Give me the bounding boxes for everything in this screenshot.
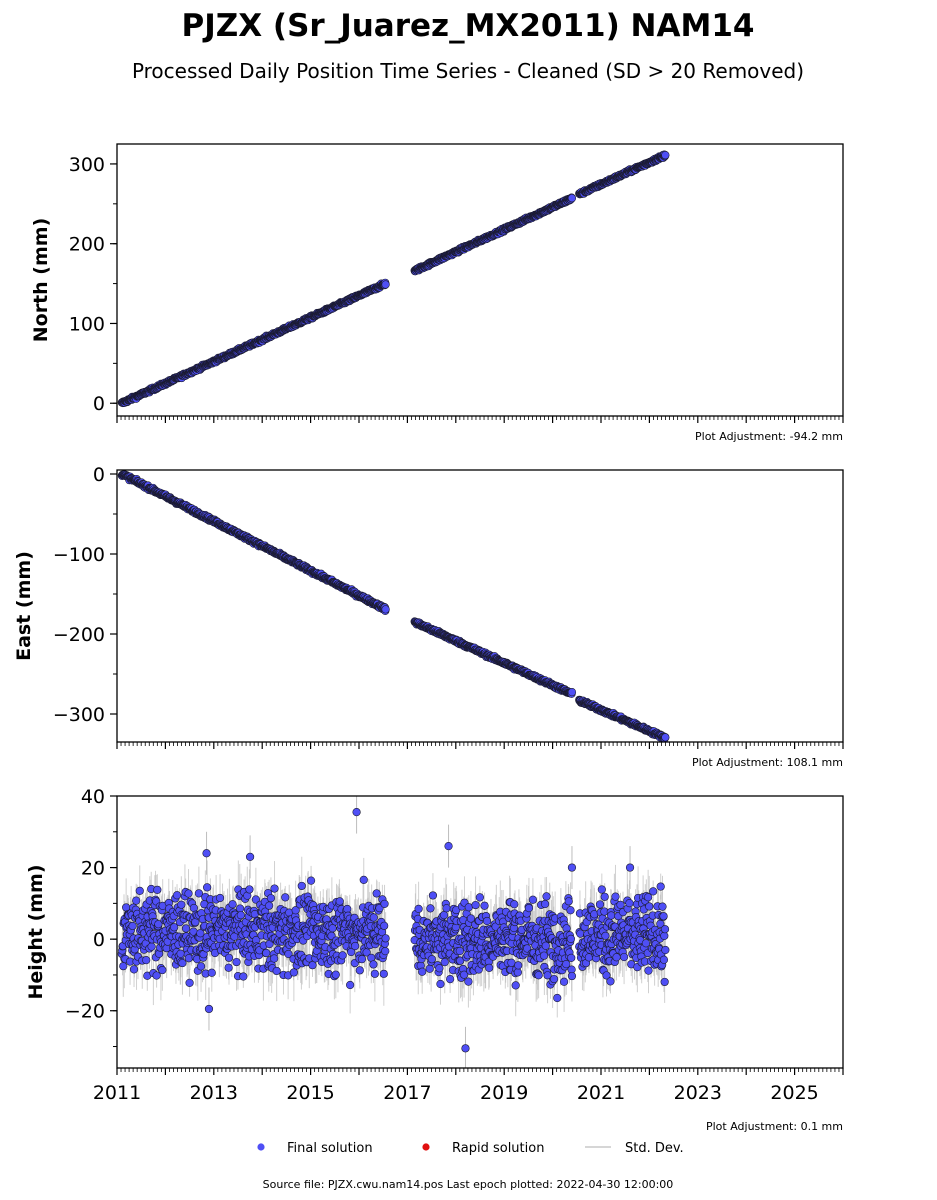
y-tick-label: 0 [93,393,105,415]
data-point [194,889,203,898]
data-point [184,954,193,963]
data-point [147,942,156,951]
data-point [152,971,161,980]
data-point [196,962,206,971]
data-point [567,688,577,697]
data-point [224,953,234,962]
data-point [170,923,179,932]
north-adjustment: Plot Adjustment: -94.2 mm [695,430,843,443]
data-point [207,968,216,977]
data-point [661,151,670,160]
data-point [128,921,137,931]
data-point [196,929,205,938]
data-point [203,883,212,892]
height-adjustment: Plot Adjustment: 0.1 mm [706,1120,843,1133]
data-point [142,956,151,965]
chart-subtitle: Processed Daily Position Time Series - C… [132,59,804,83]
data-point [178,958,187,968]
data-point [184,889,193,898]
data-point [129,965,139,974]
east-axis-label: East (mm) [13,551,35,661]
data-point [228,900,237,909]
east-adjustment: Plot Adjustment: 108.1 mm [692,756,843,769]
data-point [135,886,144,895]
data-point [381,605,390,614]
final-solution-series [117,808,670,1053]
data-point [119,962,128,971]
height-axis-label: Height (mm) [25,864,47,999]
data-point [215,893,225,903]
y-tick-label: 0 [93,464,105,486]
data-point [154,920,163,929]
height-panel: Height (mm) Plot Adjustment: 0.1 mm −200… [25,786,844,1133]
data-point [381,280,390,289]
data-point [185,978,194,988]
chart-title: PJZX (Sr_Juarez_MX2011) NAM14 [181,8,754,44]
final-solution-series [117,150,670,408]
final-solution-series [117,470,670,742]
y-tick-label: −100 [53,544,105,566]
data-point [181,924,191,933]
y-tick-label: 300 [69,154,105,176]
east-panel: East (mm) Plot Adjustment: 108.1 mm 0 −10… [13,464,844,769]
plot-frame [116,469,844,743]
y-tick-label: −300 [53,704,105,726]
data-point [176,949,185,958]
y-tick-label: 200 [69,234,105,256]
y-tick-label: −200 [53,624,105,646]
data-point [224,963,233,972]
data-point [132,896,141,905]
data-point [661,733,670,742]
data-point [172,891,182,900]
y-tick-label: 100 [69,313,105,335]
data-point [177,900,186,909]
north-panel: North (mm) Plot Adjustment: -94.2 mm 0 10… [30,143,844,443]
data-point [567,194,577,203]
data-point [158,965,167,975]
data-point [153,885,162,894]
north-axis-label: North (mm) [30,218,52,343]
plot-frame [116,143,844,417]
